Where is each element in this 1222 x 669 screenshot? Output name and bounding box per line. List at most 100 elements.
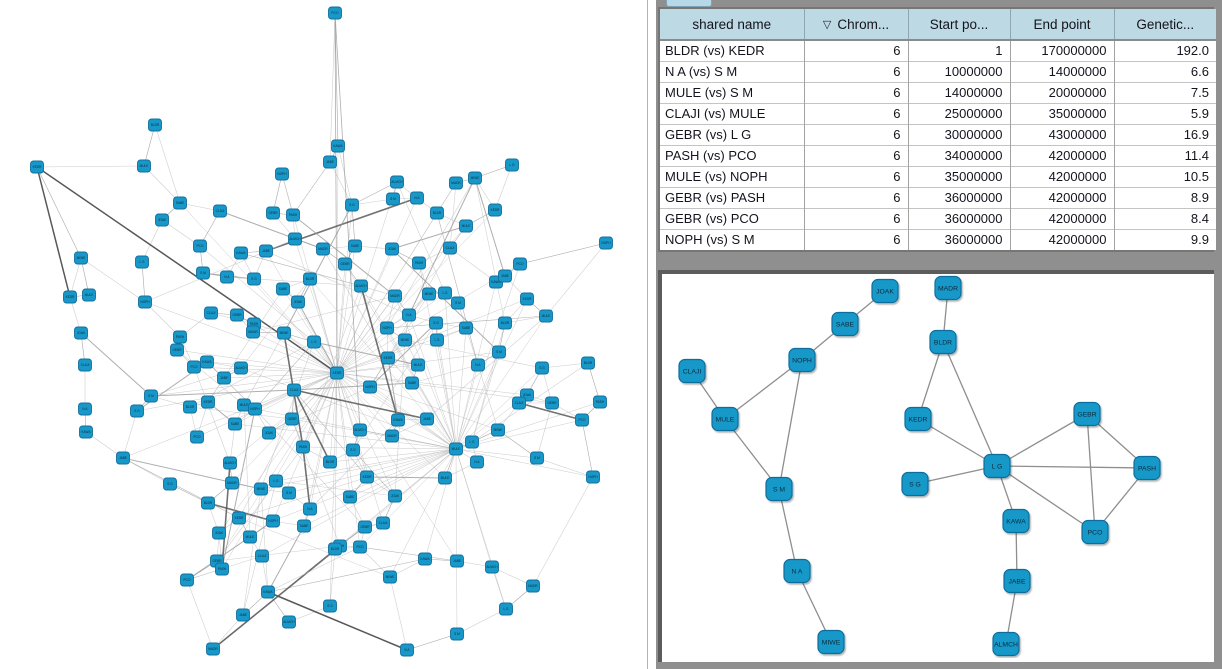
network-node[interactable]: PCO — [513, 257, 527, 271]
network-node[interactable]: PASH — [173, 330, 187, 344]
network-node[interactable]: BLDR — [148, 118, 162, 132]
network-node[interactable]: MIWE — [398, 333, 412, 347]
network-node[interactable]: NOPH — [138, 295, 152, 309]
network-node[interactable]: MULE — [243, 530, 257, 544]
network-node[interactable]: JOAK — [388, 489, 402, 503]
network-node[interactable]: SABE — [173, 196, 187, 210]
column-header-start-po---[interactable]: Start po... — [907, 9, 1010, 41]
network-node[interactable]: NOPH — [248, 402, 262, 416]
network-node[interactable]: S G — [345, 198, 359, 212]
panel-splitter[interactable] — [647, 0, 648, 669]
network-node[interactable]: PASH — [1133, 455, 1161, 481]
network-node[interactable]: ALMCH — [223, 456, 237, 470]
filter-icon[interactable]: ▽ — [822, 18, 832, 31]
network-node[interactable]: JOAK — [385, 242, 399, 256]
network-node[interactable]: S G — [535, 361, 549, 375]
network-node[interactable]: MULE — [438, 471, 452, 485]
network-node[interactable]: MIWE — [277, 326, 291, 340]
network-node[interactable]: L G — [499, 602, 513, 616]
network-node[interactable]: PASH — [215, 562, 229, 576]
network-node[interactable]: ALMCH — [234, 361, 248, 375]
network-node[interactable]: N A — [400, 643, 414, 657]
network-node[interactable]: MULE — [82, 288, 96, 302]
network-node[interactable]: BLDR — [201, 496, 215, 510]
network-node[interactable]: GEBR — [338, 257, 352, 271]
network-node[interactable]: PCO — [1081, 519, 1109, 545]
network-node[interactable]: S M — [451, 296, 465, 310]
network-node[interactable]: S M — [530, 451, 544, 465]
network-node[interactable]: PCO — [353, 540, 367, 554]
network-node[interactable]: KEDR — [904, 406, 932, 432]
network-node[interactable]: MULE — [411, 358, 425, 372]
network-node[interactable]: NOPH — [599, 236, 613, 250]
network-node[interactable]: ALMCH — [282, 615, 296, 629]
column-header-chrom---[interactable]: ▽ Chrom... — [803, 9, 908, 41]
network-node[interactable]: MADR — [225, 476, 239, 490]
network-node[interactable]: JABE — [1003, 568, 1031, 594]
network-node[interactable]: PCO — [328, 6, 342, 20]
network-node[interactable]: MULE — [539, 309, 553, 323]
network-node[interactable]: L G — [983, 453, 1011, 479]
table-row[interactable]: MULE (vs) NOPH 6 35000000 42000000 10.5 — [660, 165, 1216, 187]
network-node[interactable]: SABE — [831, 311, 859, 337]
network-node[interactable]: KEDR — [330, 366, 344, 380]
network-node[interactable]: NOPH — [788, 347, 816, 373]
network-node[interactable]: JABE — [323, 155, 337, 169]
network-node[interactable]: KAWA — [418, 552, 432, 566]
network-node[interactable]: MADR — [385, 429, 399, 443]
network-node[interactable]: N A — [410, 191, 424, 205]
network-node[interactable]: KEDR — [381, 351, 395, 365]
network-node[interactable]: CLAJI — [255, 549, 269, 563]
network-node[interactable]: KEDR — [232, 511, 246, 525]
network-node[interactable]: S M — [282, 486, 296, 500]
network-node[interactable]: KEDR — [30, 160, 44, 174]
network-node[interactable]: SABE — [405, 376, 419, 390]
table-row[interactable]: N A (vs) S M 6 10000000 14000000 6.6 — [660, 60, 1216, 82]
network-node[interactable]: GEBR — [170, 343, 184, 357]
network-node[interactable]: L G — [135, 255, 149, 269]
network-node[interactable]: BLDR — [183, 400, 197, 414]
network-node[interactable]: KAWA — [1002, 508, 1030, 534]
network-node[interactable]: BLDR — [581, 356, 595, 370]
table-row[interactable]: PASH (vs) PCO 6 34000000 42000000 11.4 — [660, 144, 1216, 166]
network-node[interactable]: MADR — [449, 176, 463, 190]
network-node[interactable]: KAWA — [331, 139, 345, 153]
network-node[interactable]: S M — [492, 345, 506, 359]
network-node[interactable]: JABE — [259, 244, 273, 258]
network-node[interactable]: JABE — [420, 412, 434, 426]
network-node[interactable]: KAWA — [234, 246, 248, 260]
network-node[interactable]: CLAJI — [443, 241, 457, 255]
network-node[interactable]: GEBR — [285, 412, 299, 426]
network-node[interactable]: GEBR — [545, 396, 559, 410]
panel-scrollbar-tab[interactable] — [666, 0, 712, 7]
network-node[interactable]: S G — [323, 599, 337, 613]
network-node[interactable]: SABE — [276, 282, 290, 296]
network-node[interactable]: GEBR — [266, 206, 280, 220]
network-node[interactable]: KEDR — [520, 292, 534, 306]
network-node[interactable]: BLDR — [303, 272, 317, 286]
network-node[interactable]: N A — [783, 558, 811, 584]
network-node[interactable]: S M — [144, 389, 158, 403]
network-node[interactable]: NOPH — [380, 321, 394, 335]
network-node[interactable]: KAWA — [79, 425, 93, 439]
network-node[interactable]: MADR — [526, 579, 540, 593]
network-node[interactable]: JABE — [498, 269, 512, 283]
network-node[interactable]: MIWE — [468, 171, 482, 185]
network-node[interactable]: CLAJI — [678, 358, 706, 384]
network-node[interactable]: S M — [765, 476, 793, 502]
network-node[interactable]: JOAK — [74, 326, 88, 340]
network-node[interactable]: BLDR — [929, 329, 957, 355]
network-node[interactable]: CLAJI — [512, 396, 526, 410]
network-node[interactable]: JOAK — [212, 526, 226, 540]
network-node[interactable]: L G — [269, 474, 283, 488]
network-node[interactable]: SABE — [343, 490, 357, 504]
network-node[interactable]: SABE — [228, 417, 242, 431]
network-node[interactable]: S M — [450, 627, 464, 641]
network-node[interactable]: S G — [429, 316, 443, 330]
network-node[interactable]: N A — [402, 308, 416, 322]
table-row[interactable]: GEBR (vs) PCO 6 36000000 42000000 8.4 — [660, 207, 1216, 229]
table-row[interactable]: BLDR (vs) KEDR 6 1 170000000 192.0 — [660, 39, 1216, 61]
network-node[interactable]: ALMCH — [992, 631, 1020, 657]
network-node[interactable]: CLAJI — [204, 306, 218, 320]
